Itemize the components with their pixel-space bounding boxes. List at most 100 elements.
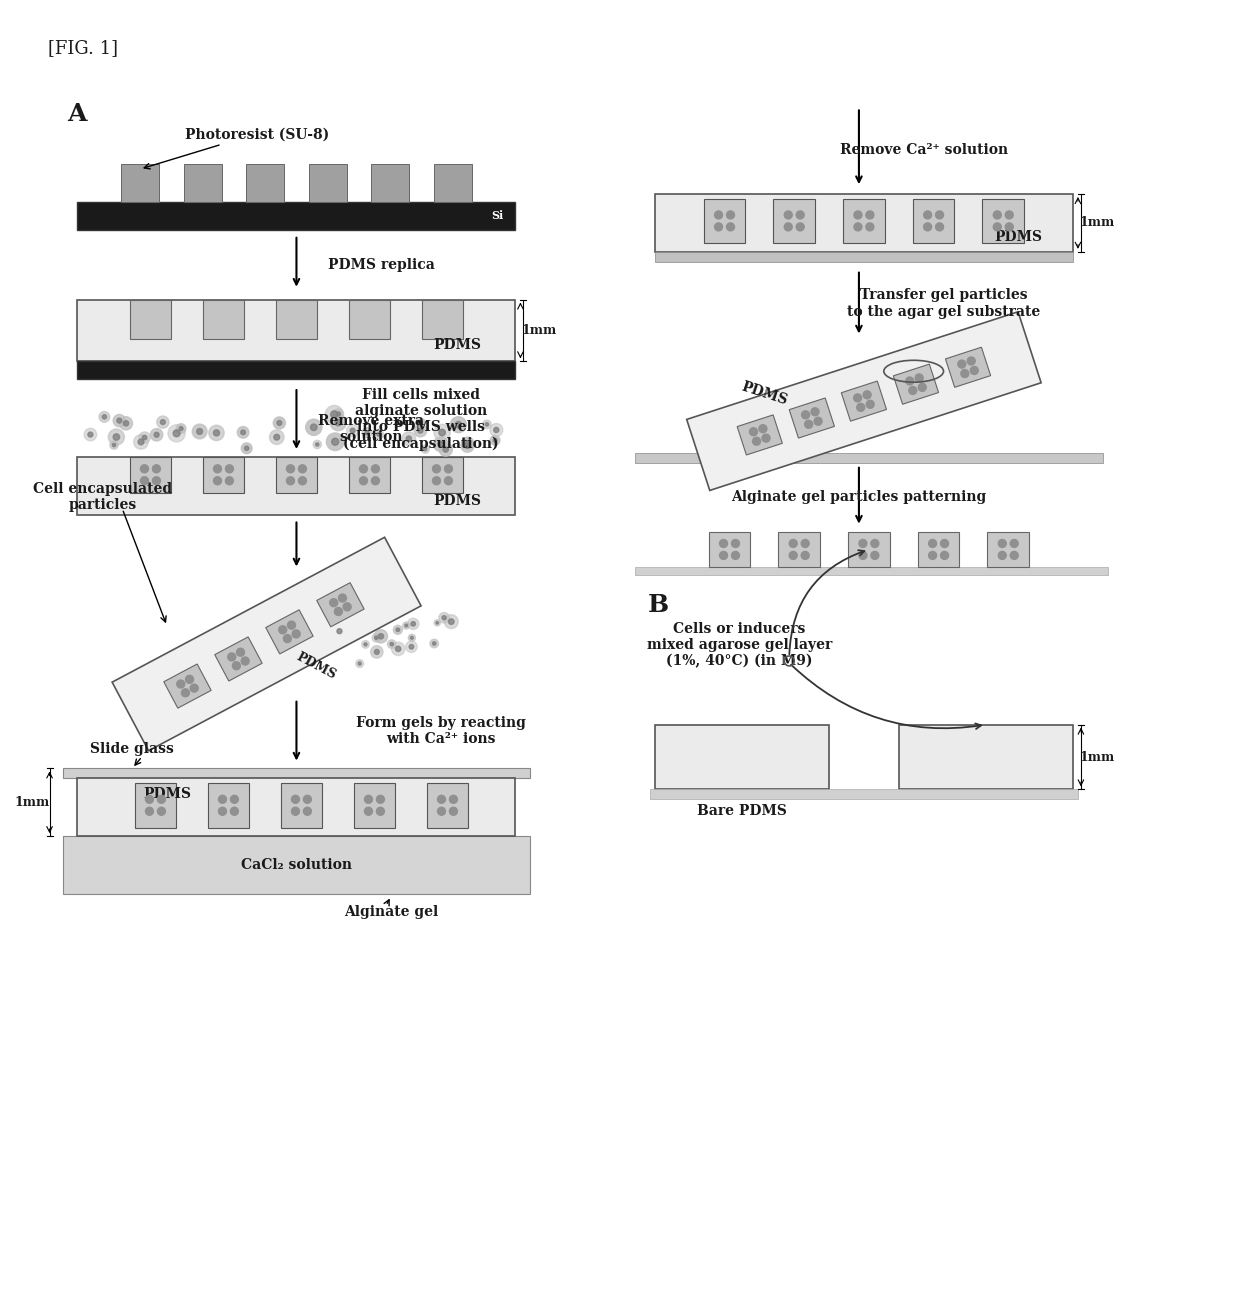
Circle shape xyxy=(140,477,149,484)
Bar xyxy=(77,778,516,836)
Circle shape xyxy=(330,415,346,430)
Circle shape xyxy=(269,430,284,444)
Bar xyxy=(202,300,244,340)
Bar xyxy=(655,725,830,789)
Circle shape xyxy=(1006,224,1013,231)
Circle shape xyxy=(157,796,165,804)
Bar xyxy=(372,164,409,202)
Circle shape xyxy=(402,432,415,446)
Circle shape xyxy=(957,360,966,368)
Text: Slide glass: Slide glass xyxy=(91,742,174,756)
Bar xyxy=(184,164,222,202)
Circle shape xyxy=(443,447,449,452)
Circle shape xyxy=(863,391,870,399)
Polygon shape xyxy=(841,381,887,421)
Circle shape xyxy=(789,552,797,559)
Circle shape xyxy=(433,477,440,484)
Text: 1mm: 1mm xyxy=(14,796,50,809)
Circle shape xyxy=(408,634,415,641)
Circle shape xyxy=(719,552,728,559)
Circle shape xyxy=(334,625,346,637)
Text: PDMS: PDMS xyxy=(434,339,481,353)
Circle shape xyxy=(372,477,379,484)
Circle shape xyxy=(377,433,381,437)
Circle shape xyxy=(993,211,1001,218)
Circle shape xyxy=(434,424,450,441)
Circle shape xyxy=(732,540,739,548)
Bar xyxy=(309,164,347,202)
Circle shape xyxy=(365,643,367,646)
Text: CaCl₂ solution: CaCl₂ solution xyxy=(241,858,352,872)
Circle shape xyxy=(208,425,224,441)
Circle shape xyxy=(231,796,238,804)
Bar xyxy=(422,457,464,492)
Text: PDMS: PDMS xyxy=(434,494,481,508)
Circle shape xyxy=(859,552,867,559)
Circle shape xyxy=(179,426,184,430)
Circle shape xyxy=(392,642,405,655)
Circle shape xyxy=(138,439,144,444)
Polygon shape xyxy=(789,398,835,438)
Circle shape xyxy=(815,417,822,425)
Circle shape xyxy=(430,640,439,647)
Text: Alginate gel: Alginate gel xyxy=(343,904,438,919)
Circle shape xyxy=(134,434,149,450)
Circle shape xyxy=(273,417,285,429)
Circle shape xyxy=(438,796,445,804)
Text: Cells or inducers
mixed agarose gel layer
(1%, 40°C) (in M9): Cells or inducers mixed agarose gel laye… xyxy=(647,621,832,668)
Circle shape xyxy=(154,433,159,437)
Circle shape xyxy=(415,419,425,428)
Text: Remove Ca²⁺ solution: Remove Ca²⁺ solution xyxy=(839,143,1008,158)
Circle shape xyxy=(312,441,321,448)
Circle shape xyxy=(190,685,198,693)
Circle shape xyxy=(870,540,879,548)
Circle shape xyxy=(439,429,445,435)
Circle shape xyxy=(450,417,466,433)
Circle shape xyxy=(306,419,322,435)
Bar xyxy=(275,300,317,340)
Circle shape xyxy=(909,386,916,394)
Circle shape xyxy=(866,224,874,231)
Circle shape xyxy=(377,796,384,804)
Circle shape xyxy=(424,447,427,451)
Circle shape xyxy=(727,211,734,218)
Text: 1mm: 1mm xyxy=(522,324,557,337)
Circle shape xyxy=(935,224,944,231)
Text: Alginate gel particles patterning: Alginate gel particles patterning xyxy=(732,490,987,504)
Circle shape xyxy=(749,428,758,435)
Circle shape xyxy=(434,437,448,452)
Polygon shape xyxy=(687,311,1042,491)
Bar xyxy=(982,199,1024,243)
Bar xyxy=(353,783,396,828)
Circle shape xyxy=(237,426,249,438)
Circle shape xyxy=(419,421,423,425)
Bar xyxy=(129,457,171,492)
Bar xyxy=(348,457,391,492)
Circle shape xyxy=(362,428,372,438)
Bar xyxy=(899,725,1073,789)
Circle shape xyxy=(336,412,341,416)
Circle shape xyxy=(935,211,944,218)
Circle shape xyxy=(277,420,281,425)
Circle shape xyxy=(192,424,207,439)
Circle shape xyxy=(176,424,186,433)
Circle shape xyxy=(929,552,936,559)
Circle shape xyxy=(365,430,370,434)
Text: PDMS: PDMS xyxy=(143,787,191,801)
Circle shape xyxy=(350,428,355,433)
Bar xyxy=(348,300,391,340)
Circle shape xyxy=(410,621,415,627)
Circle shape xyxy=(113,434,119,441)
Circle shape xyxy=(325,406,343,424)
Circle shape xyxy=(339,594,346,602)
Circle shape xyxy=(241,430,246,434)
Bar xyxy=(280,783,322,828)
Circle shape xyxy=(853,394,862,402)
Polygon shape xyxy=(945,348,991,388)
Circle shape xyxy=(719,540,728,548)
Circle shape xyxy=(372,465,379,473)
Circle shape xyxy=(998,540,1007,548)
Circle shape xyxy=(393,625,402,634)
Circle shape xyxy=(439,443,453,456)
Circle shape xyxy=(455,421,461,428)
